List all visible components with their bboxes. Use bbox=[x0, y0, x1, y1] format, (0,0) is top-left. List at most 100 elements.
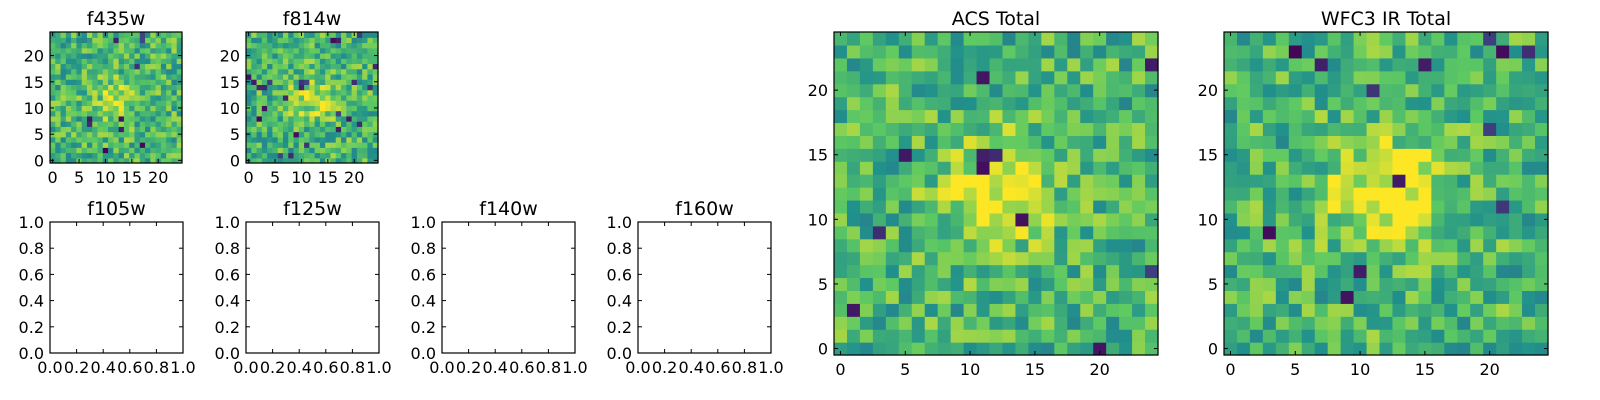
heatmap-cell bbox=[1275, 57, 1290, 72]
heatmap-cell bbox=[251, 84, 258, 91]
heatmap-cell bbox=[911, 109, 926, 124]
heatmap-cell bbox=[1509, 199, 1523, 214]
heatmap-cell bbox=[50, 42, 56, 49]
heatmap-cell bbox=[1522, 148, 1536, 162]
heatmap-cell bbox=[129, 89, 136, 96]
heatmap-cell bbox=[356, 142, 363, 148]
heatmap-cell bbox=[319, 142, 326, 148]
heatmap-cell bbox=[1509, 161, 1523, 175]
heatmap-cell bbox=[341, 110, 347, 117]
heatmap-cell bbox=[1522, 187, 1536, 201]
heatmap-cell bbox=[55, 84, 62, 91]
heatmap-cell bbox=[304, 115, 310, 122]
heatmap-cell bbox=[1483, 303, 1497, 317]
heatmap-cell bbox=[351, 110, 358, 117]
heatmap-cell bbox=[1301, 57, 1316, 72]
f125w-ytick-label: 0.2 bbox=[215, 318, 240, 337]
heatmap-cell bbox=[1301, 290, 1316, 304]
heatmap-cell bbox=[293, 100, 300, 106]
heatmap-cell bbox=[325, 52, 332, 59]
heatmap-cell bbox=[60, 52, 67, 59]
heatmap-cell bbox=[251, 126, 258, 133]
heatmap-cell bbox=[1054, 290, 1068, 304]
heatmap-cell bbox=[937, 199, 952, 214]
heatmap-cell bbox=[1054, 44, 1068, 59]
heatmap-cell bbox=[139, 32, 146, 38]
heatmap-cell bbox=[1496, 199, 1510, 214]
heatmap-cell bbox=[92, 32, 99, 38]
heatmap-cell bbox=[846, 342, 861, 356]
heatmap-cell bbox=[261, 89, 268, 96]
heatmap-cell bbox=[267, 126, 273, 133]
heatmap-cell bbox=[1392, 57, 1407, 72]
heatmap-cell bbox=[319, 42, 326, 49]
heatmap-cell bbox=[1392, 96, 1407, 111]
heatmap-cell bbox=[50, 68, 56, 75]
heatmap-cell bbox=[1054, 342, 1068, 356]
heatmap-cell bbox=[113, 32, 120, 38]
f160w-xtick-label: 0.6 bbox=[705, 358, 730, 377]
heatmap-cell bbox=[92, 79, 99, 85]
heatmap-cell bbox=[288, 68, 295, 75]
heatmap-cell bbox=[1301, 32, 1316, 46]
heatmap-cell bbox=[309, 147, 316, 154]
heatmap-cell bbox=[155, 73, 162, 80]
heatmap-cell bbox=[1457, 148, 1471, 162]
heatmap-cell bbox=[989, 148, 1004, 162]
heatmap-cell bbox=[1119, 96, 1133, 111]
heatmap-cell bbox=[71, 94, 77, 101]
heatmap-cell bbox=[288, 37, 295, 44]
heatmap-cell bbox=[1054, 238, 1068, 253]
heatmap-cell bbox=[963, 225, 978, 240]
heatmap-cell bbox=[86, 100, 93, 106]
heatmap-cell bbox=[1418, 199, 1432, 214]
heatmap-cell bbox=[71, 136, 77, 143]
heatmap-cell bbox=[272, 105, 279, 112]
heatmap-cell bbox=[65, 37, 72, 44]
heatmap-cell bbox=[86, 126, 93, 133]
heatmap-cell bbox=[282, 142, 289, 148]
heatmap-cell bbox=[86, 52, 93, 59]
heatmap-cell bbox=[1236, 187, 1251, 201]
heatmap-cell bbox=[1431, 83, 1445, 98]
heatmap-cell bbox=[1249, 161, 1264, 175]
heatmap-cell bbox=[963, 161, 978, 175]
f160w-frame bbox=[637, 221, 772, 354]
heatmap-cell bbox=[989, 225, 1004, 240]
heatmap-cell bbox=[1132, 174, 1146, 188]
heatmap-cell bbox=[176, 37, 183, 44]
heatmap-cell bbox=[1535, 161, 1549, 175]
heatmap-cell bbox=[1145, 57, 1159, 72]
heatmap-cell bbox=[367, 142, 374, 148]
heatmap-cell bbox=[859, 251, 874, 266]
heatmap-cell bbox=[298, 136, 305, 143]
heatmap-cell bbox=[341, 152, 347, 159]
heatmap-cell bbox=[261, 110, 268, 117]
heatmap-cell bbox=[950, 161, 965, 175]
heatmap-cell bbox=[50, 47, 56, 54]
heatmap-cell bbox=[60, 105, 67, 112]
heatmap-cell bbox=[1028, 32, 1042, 46]
heatmap-cell bbox=[108, 79, 114, 85]
heatmap-cell bbox=[298, 42, 305, 49]
heatmap-cell bbox=[81, 136, 88, 143]
heatmap-cell bbox=[362, 89, 369, 96]
heatmap-cell bbox=[1093, 290, 1107, 304]
heatmap-cell bbox=[1224, 148, 1238, 162]
heatmap-cell bbox=[950, 83, 965, 98]
heatmap-cell bbox=[1522, 83, 1536, 98]
heatmap-cell bbox=[1080, 83, 1094, 98]
heatmap-cell bbox=[1327, 251, 1342, 266]
heatmap-cell bbox=[1249, 57, 1264, 72]
heatmap-cell bbox=[97, 73, 104, 80]
heatmap-cell bbox=[1054, 316, 1068, 330]
heatmap-cell bbox=[362, 73, 369, 80]
heatmap-cell bbox=[924, 199, 939, 214]
f435w-xtick-label: 20 bbox=[148, 168, 168, 187]
heatmap-cell bbox=[1015, 225, 1029, 240]
heatmap-cell bbox=[1405, 290, 1419, 304]
heatmap-cell bbox=[1249, 135, 1264, 149]
heatmap-cell bbox=[160, 131, 167, 138]
heatmap-cell bbox=[319, 37, 326, 44]
heatmap-cell bbox=[1041, 122, 1055, 136]
